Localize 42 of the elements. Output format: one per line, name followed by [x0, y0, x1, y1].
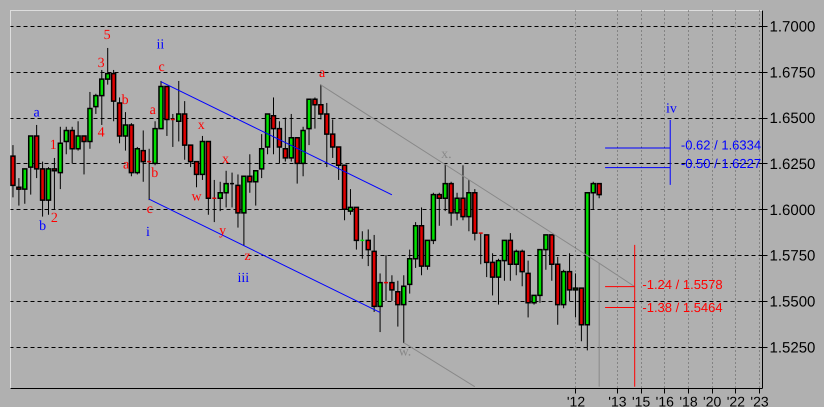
y-tick-label: 1.5250	[770, 339, 816, 356]
annotation: b	[39, 218, 46, 234]
annotation: -1.38 / 1.5464	[642, 300, 723, 316]
y-tick-label: 1.7000	[770, 18, 816, 36]
annotation: c	[158, 60, 165, 76]
annotation: c	[146, 202, 153, 218]
annotation: 3	[98, 56, 105, 72]
y-tick-label: 1.6500	[770, 110, 816, 128]
annotation: -0.62 / 1.6334	[680, 137, 762, 152]
annotation: iv	[666, 101, 677, 116]
annotation: i	[146, 225, 150, 240]
x-tick-label: '13	[608, 394, 627, 407]
x-tick-label: '23	[750, 394, 769, 407]
x-tick-label: '16	[656, 394, 674, 407]
x-tick-label: '22	[726, 394, 746, 407]
y-tick-label: 1.6750	[770, 64, 816, 82]
y-tick-label: 1.6000	[770, 202, 816, 219]
x-tick-label: '20	[703, 394, 722, 407]
y-tick-label: 1.5750	[770, 248, 816, 265]
annotation: a	[318, 66, 326, 82]
annotation: x	[222, 152, 230, 167]
y-tick-label: 1.6250	[770, 156, 816, 173]
annotation: b	[122, 92, 129, 108]
annotation: 4	[98, 126, 105, 141]
annotation: 1	[50, 138, 57, 153]
x-tick-label: '15	[632, 394, 650, 407]
annotation: w	[191, 190, 202, 205]
annotation: x	[198, 118, 205, 133]
annotation: a	[34, 106, 41, 121]
annotation: a	[150, 102, 157, 118]
annotation: iii	[237, 271, 250, 286]
annotation: 2	[50, 211, 58, 226]
annotation: 5	[104, 28, 111, 43]
x-tick-label: '18	[679, 394, 698, 407]
annotation: ii	[156, 37, 164, 52]
annotation: -1.24 / 1.5578	[642, 276, 723, 292]
annotation: b	[151, 166, 158, 182]
annotation: -0.50 / 1.6227	[680, 156, 762, 172]
annotation: z	[244, 249, 251, 264]
annotation: y	[219, 223, 226, 238]
y-tick-label: 1.5500	[770, 293, 816, 310]
x-tick-label: '12	[566, 394, 586, 407]
